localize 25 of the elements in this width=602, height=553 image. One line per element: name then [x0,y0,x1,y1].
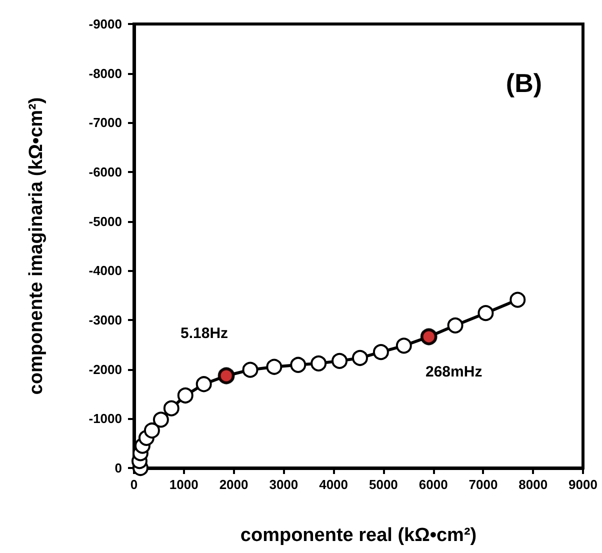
y-tick-label: -3000 [88,312,122,328]
x-tick-label: 4000 [319,477,348,492]
x-tick-label: 1000 [169,477,198,492]
x-tick-label: 5000 [368,477,398,492]
y-tick-label: -1000 [88,411,122,426]
x-axis-title: componente real (kΩ•cm²) [240,525,477,546]
y-tick-label: -4000 [88,263,122,278]
x-tick-label: 8000 [518,477,548,492]
y-tick-label: -5000 [88,214,122,229]
x-tick-label: 3000 [269,477,298,492]
x-tick-label: 2000 [219,477,248,492]
x-tick-label: 9000 [568,477,598,492]
annotation: (B) [506,68,542,98]
annotation: 5.18Hz [180,325,228,342]
y-tick-label: -7000 [88,115,122,130]
y-tick-label: -6000 [88,164,122,180]
y-axis-title: componente imaginaria (kΩ•cm²) [26,97,47,395]
x-tick-label: 0 [130,477,138,492]
y-tick-label: -8000 [88,66,122,81]
y-tick-label: -9000 [88,16,122,32]
x-tick-label: 7000 [468,477,498,492]
y-tick-label: 0 [114,460,122,476]
annotation: 268mHz [425,363,482,380]
y-tick-label: -2000 [88,362,122,377]
x-tick-label: 6000 [418,477,448,492]
